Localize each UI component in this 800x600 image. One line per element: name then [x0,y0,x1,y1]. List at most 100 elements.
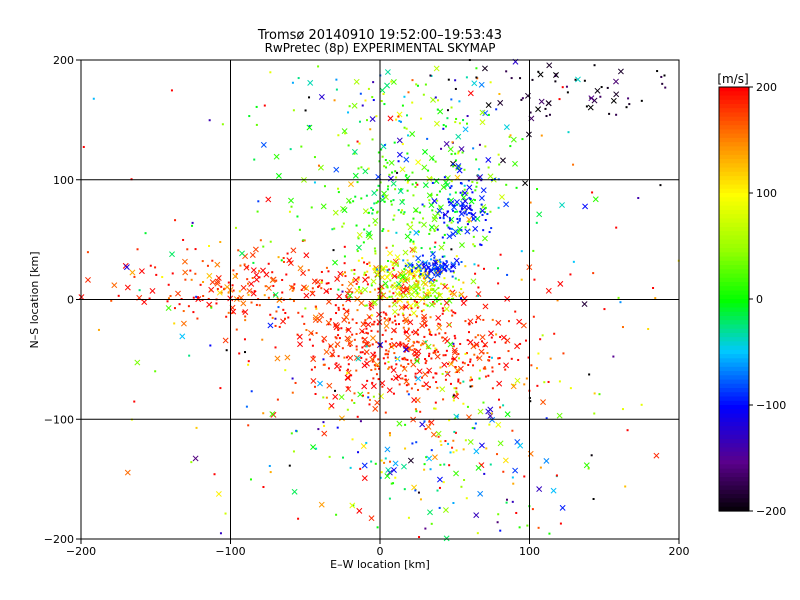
data-point-dot [453,204,456,207]
data-point-dot [637,197,640,200]
data-point-dot [491,370,494,373]
data-point-x [345,386,352,393]
data-point-x [345,327,352,333]
colorbar-band [719,464,749,470]
data-point-dot [366,270,369,273]
data-point-x [300,270,307,277]
data-point-x [419,296,426,302]
data-point-dot [453,271,456,274]
data-point-dot [466,223,469,226]
data-point-dot [208,119,211,122]
data-point-dot [502,404,505,407]
data-point-dot [399,274,402,277]
data-point-dot [466,115,469,118]
data-point-dot [412,274,415,277]
data-point-dot [417,230,420,233]
data-point-x [253,276,260,283]
data-point-dot [406,300,409,303]
data-point-dot [456,203,459,206]
data-point-dot [407,327,410,330]
y-axis-label: N–S location [km] [28,251,41,348]
data-point-dot [439,216,442,219]
colorbar-band [719,460,749,465]
data-point-x [297,265,304,272]
data-point-dot [333,323,336,326]
data-point-dot [415,315,418,318]
data-point-x [351,148,358,155]
data-point-x [403,156,410,163]
data-point-dot [428,262,431,265]
data-point-dot [388,290,391,293]
data-point-dot [390,365,393,368]
data-point-x [372,405,379,412]
data-point-dot [459,342,462,345]
data-point-dot [587,467,590,470]
data-point-dot [496,521,499,524]
data-point-dot [401,295,404,298]
data-point-dot [189,269,192,272]
data-point-dot [402,365,405,368]
data-point-dot [374,250,377,253]
data-point-dot [361,346,364,349]
data-point-dot [376,526,379,529]
data-point-dot [515,511,518,514]
data-point-dot [284,317,287,320]
data-point-dot [452,270,455,273]
data-point-x [343,308,350,315]
data-point-dot [561,86,564,89]
data-point-dot [383,200,386,203]
data-point-x [436,324,443,331]
data-point-dot [243,263,246,266]
data-point-x [334,363,340,370]
data-point-dot [365,327,368,330]
colorbar-band [719,417,749,423]
data-point-dot [380,459,383,462]
data-point-dot [436,193,439,196]
data-point-dot [416,306,419,309]
data-point-dot [466,122,469,125]
data-point-dot [419,266,422,269]
colorbar-band [719,112,749,118]
data-point-dot [423,463,426,466]
data-point-dot [454,152,457,155]
data-point-dot [497,206,500,209]
data-point-x [422,294,429,301]
colorbar-band [719,197,749,203]
data-point-x [475,291,482,297]
data-point-dot [465,213,468,216]
data-point-dot [429,281,432,284]
data-point-x [500,157,506,164]
data-point-dot [202,295,205,298]
colorbar-band [719,413,749,419]
data-point-dot [444,268,447,271]
data-point-dot [652,286,655,289]
colorbar-band [719,396,749,402]
data-point-dot [82,145,85,148]
data-point-dot [432,301,435,304]
data-point-x [470,278,477,285]
data-point-dot [426,345,429,348]
data-point-dot [249,478,252,481]
data-point-dot [506,273,509,276]
data-point-dot [308,125,311,128]
data-point-dot [394,476,397,479]
data-point-dot [380,100,383,103]
data-point-x [443,306,450,312]
data-point-dot [446,210,449,213]
data-point-dot [395,231,398,234]
data-point-dot [462,281,465,284]
data-point-dot [435,372,438,375]
data-point-x [306,124,313,131]
data-point-dot [385,313,388,316]
data-point-dot [356,140,359,143]
data-point-x [385,467,392,474]
data-point-dot [434,259,437,262]
data-point-dot [368,398,371,401]
data-point-x [613,78,619,85]
data-point-dot [463,184,466,187]
data-point-dot [388,366,391,369]
data-point-dot [482,401,485,404]
data-point-dot [536,384,539,387]
x-tick-label: −200 [66,545,96,558]
data-point-dot [246,278,249,281]
